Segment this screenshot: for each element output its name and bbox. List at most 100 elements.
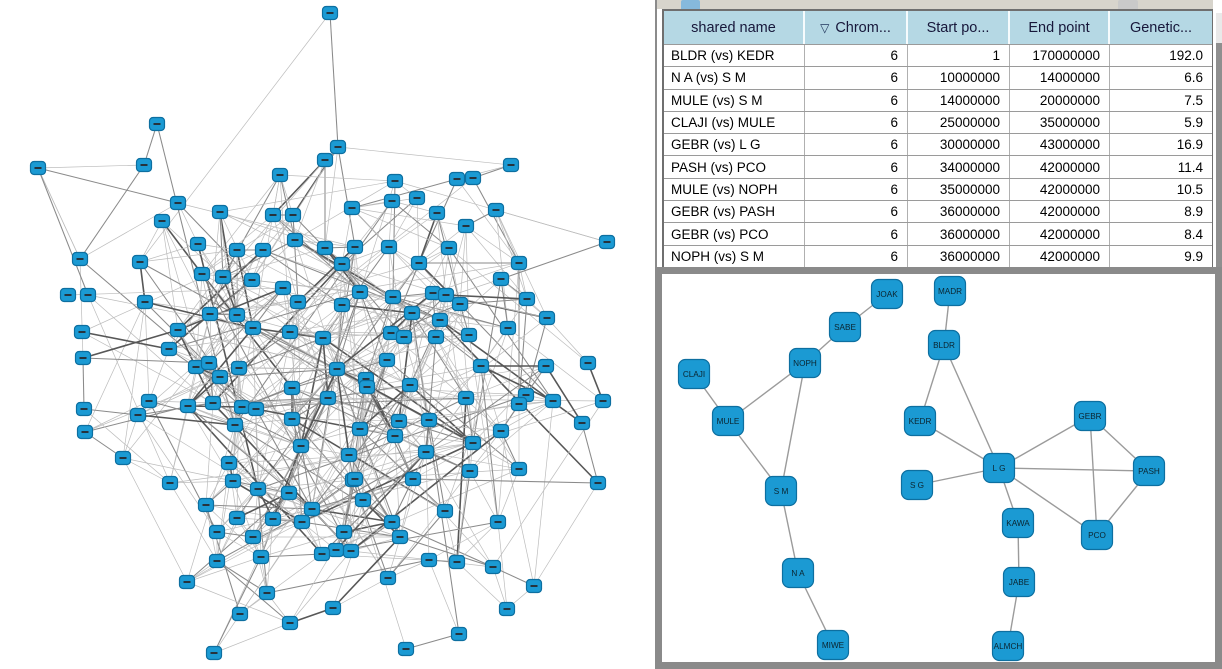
network-node[interactable]: [1001, 507, 1035, 539]
node-label-smudge: [395, 420, 403, 422]
network-node[interactable]: [1002, 566, 1036, 598]
network-node[interactable]: [1132, 455, 1166, 487]
network-edge: [425, 451, 430, 561]
table-row[interactable]: GEBR (vs) PCO 6 36000000 42000000 8.4: [664, 222, 1212, 245]
tab-fragment-icon[interactable]: [681, 0, 700, 9]
network-edge: [388, 212, 438, 248]
network-edge: [480, 365, 554, 402]
table-cell: 42000000: [1010, 178, 1110, 201]
network-node[interactable]: [828, 311, 862, 343]
node-label-smudge: [422, 451, 430, 453]
network-edge: [348, 359, 388, 456]
network-edge: [252, 536, 268, 594]
selected-network-svg[interactable]: JOAK MADR SABE BLDR NOPH CLAJI MULE KEDR GEBR L G…: [662, 274, 1215, 662]
table-cell: 6: [805, 67, 908, 89]
network-node[interactable]: [711, 405, 745, 437]
filter-icon[interactable]: ▽: [820, 20, 830, 35]
node-label-smudge: [465, 334, 473, 336]
network-node[interactable]: [1080, 519, 1114, 551]
table-row[interactable]: MULE (vs) NOPH 6 35000000 42000000 10.5: [664, 177, 1212, 201]
network-node[interactable]: [816, 629, 850, 661]
node-label-smudge: [503, 608, 511, 610]
table-row[interactable]: NOPH (vs) S M 6 36000000 42000000 9.9: [664, 244, 1212, 267]
network-node[interactable]: [903, 405, 937, 437]
node-label-smudge: [530, 585, 538, 587]
scrollbar-button[interactable]: [1216, 13, 1222, 43]
network-edge: [186, 556, 262, 583]
table-scrollbar[interactable]: [1213, 0, 1222, 267]
network-edge: [1089, 415, 1098, 536]
network-node[interactable]: [991, 630, 1025, 662]
network-node[interactable]: [933, 275, 967, 307]
node-label: S M: [774, 487, 789, 496]
overview-network-canvas[interactable]: [0, 0, 655, 669]
node-label-smudge: [515, 262, 523, 264]
network-edge: [222, 276, 388, 361]
node-label-smudge: [445, 247, 453, 249]
table-row[interactable]: GEBR (vs) PASH 6 36000000 42000000 8.9: [664, 200, 1212, 223]
node-label-smudge: [289, 214, 297, 216]
table-row[interactable]: N A (vs) S M 6 10000000 14000000 6.6: [664, 66, 1212, 89]
network-node[interactable]: [982, 452, 1016, 484]
network-edge: [500, 430, 535, 587]
node-label-smudge: [294, 301, 302, 303]
column-header[interactable]: shared name: [664, 11, 805, 44]
table-row[interactable]: CLAJI (vs) MULE 6 25000000 35000000 5.9: [664, 110, 1212, 134]
network-edge: [343, 531, 401, 538]
node-label-smudge: [543, 317, 551, 319]
node-label-smudge: [263, 592, 271, 594]
network-node[interactable]: [870, 278, 904, 310]
network-edge: [228, 462, 238, 519]
table-cell: GEBR (vs) PASH: [664, 201, 805, 223]
network-edge: [366, 386, 527, 396]
node-label: CLAJI: [683, 370, 705, 379]
node-label-smudge: [489, 566, 497, 568]
network-edge: [195, 273, 203, 368]
node-label: KAWA: [1006, 519, 1030, 528]
node-label-smudge: [206, 313, 214, 315]
table-cell: 10.5: [1176, 181, 1203, 197]
tab-fragment-icon[interactable]: [1118, 0, 1138, 9]
node-label-smudge: [436, 319, 444, 321]
node-label-smudge: [492, 209, 500, 211]
selected-network-canvas[interactable]: JOAK MADR SABE BLDR NOPH CLAJI MULE KEDR GEBR L G…: [662, 274, 1215, 662]
network-edge: [336, 368, 401, 538]
column-header[interactable]: Genetic...: [1110, 11, 1212, 44]
network-edge: [341, 304, 413, 314]
node-label-smudge: [286, 331, 294, 333]
network-edge: [398, 420, 502, 432]
table-row[interactable]: MULE (vs) S M 6 14000000 20000000 7.5: [664, 88, 1212, 111]
network-edge: [322, 337, 329, 399]
table-cell: 10000000: [908, 67, 1010, 89]
network-node[interactable]: [677, 358, 711, 390]
table-cell: 170000000: [1010, 45, 1110, 67]
network-edge: [195, 214, 294, 368]
network-edge: [288, 445, 302, 494]
table-row[interactable]: BLDR (vs) KEDR 6 1 170000000 192.0: [664, 44, 1212, 67]
node-label-smudge: [332, 549, 340, 551]
network-edge: [495, 209, 528, 300]
node-label-smudge: [494, 521, 502, 523]
network-node[interactable]: [927, 329, 961, 361]
node-label-smudge: [288, 418, 296, 420]
node-label-smudge: [210, 652, 218, 654]
network-node[interactable]: [781, 557, 815, 589]
network-edge: [137, 414, 236, 426]
table-row[interactable]: PASH (vs) PCO 6 34000000 42000000 11.4: [664, 155, 1212, 178]
node-label-smudge: [442, 294, 450, 296]
column-header[interactable]: ▽ Chrom...: [805, 11, 908, 44]
network-edge: [219, 180, 396, 213]
network-node[interactable]: [900, 469, 934, 501]
column-header[interactable]: Start po...: [908, 11, 1010, 44]
node-label-smudge: [319, 337, 327, 339]
table-row[interactable]: GEBR (vs) L G 6 30000000 43000000 16.9: [664, 133, 1212, 156]
node-label-smudge: [515, 403, 523, 405]
network-edge: [289, 550, 352, 624]
network-node[interactable]: [1073, 400, 1107, 432]
network-edge: [332, 420, 400, 609]
network-edge: [216, 518, 274, 533]
network-node[interactable]: [764, 475, 798, 507]
column-header[interactable]: End point: [1010, 11, 1110, 44]
network-node[interactable]: [788, 347, 822, 379]
scrollbar-thumb[interactable]: [1216, 43, 1222, 267]
